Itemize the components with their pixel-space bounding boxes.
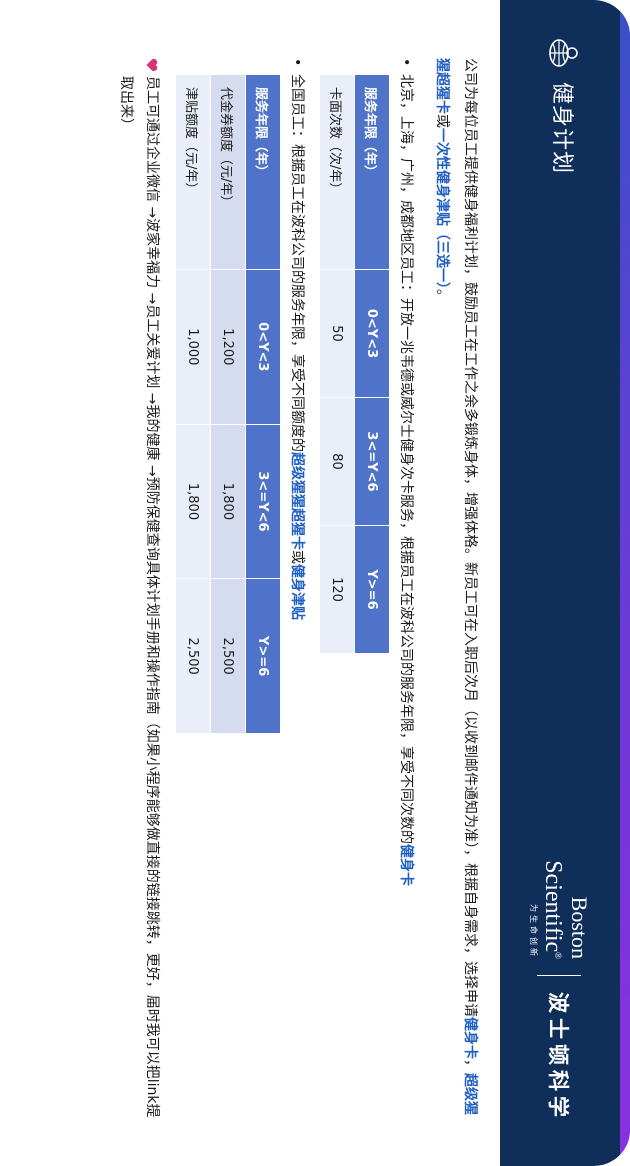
table-header-cell: Y>=6 xyxy=(245,578,281,734)
bullet-all-employees: 全国员工：根据员工在波科公司的服务年限，享受不同额度的超级猩猩超猩卡或健身津贴 xyxy=(285,58,309,1118)
fitness-card-table: 服务年限（年） 0<Y<3 3<=Y<6 Y>=6 卡面次数（次/年） 50 8… xyxy=(319,74,390,654)
header-banner: 健身计划 Boston Scientific® 为生命创新 波士顿科学 xyxy=(500,0,630,1166)
table-cell: 1,800 xyxy=(175,424,211,579)
table-header-cell: 0<Y<3 xyxy=(245,269,281,425)
table-cell: 卡面次数（次/年） xyxy=(319,74,355,270)
table-header-cell: 3<=Y<6 xyxy=(354,397,390,526)
table-cell: 2,500 xyxy=(210,578,246,734)
bullet-text: 北京，上海，广州，成都地区员工：开放一兆韦德或威尔士健身次卡服务，根据员工在波科… xyxy=(398,74,414,844)
table-header-cell: 0<Y<3 xyxy=(354,269,390,398)
intro-paragraph: 公司为每位员工提供健身福利计划，鼓励员工在工作之余多锻炼身体，增强体格。新员工可… xyxy=(428,58,484,1118)
table-cell: 1,200 xyxy=(210,269,246,425)
table-row: 代金券额度（元/年） 1,200 1,800 2,500 xyxy=(210,74,246,734)
table-cell: 1,800 xyxy=(210,424,246,579)
table-cell: 代金券额度（元/年） xyxy=(210,74,246,270)
bullet-highlight: 健身卡 xyxy=(398,844,414,886)
content: 公司为每位员工提供健身福利计划，鼓励员工在工作之余多锻炼身体，增强体格。新员工可… xyxy=(113,58,484,1118)
note-text: 员工可通过企业微信 →波家幸福力 →员工关爱计划 →我的健康 →预防保健查询具体… xyxy=(118,76,160,1118)
logo-chinese: 波士顿科学 xyxy=(546,992,570,1122)
table-cell: 80 xyxy=(319,397,355,526)
intro-end: 。 xyxy=(434,289,450,303)
intro-text: 公司为每位员工提供健身福利计划，鼓励员工在工作之余多锻炼身体，增强体格。新员工可… xyxy=(462,58,478,1017)
table-header-cell: 3<=Y<6 xyxy=(245,424,281,579)
bullet-highlight: 健身津贴 xyxy=(289,564,305,620)
logo-registered: ® xyxy=(553,952,564,959)
table-cell: 1,000 xyxy=(175,269,211,425)
table-header-cell: Y>=6 xyxy=(354,525,390,654)
intro-highlight-fitness-card: 健身卡 xyxy=(462,1017,478,1059)
company-logo: Boston Scientific® 为生命创新 波士顿科学 xyxy=(524,860,594,1122)
fitness-globe-icon xyxy=(549,39,578,67)
logo-english: Boston Scientific® 为生命创新 xyxy=(529,860,593,959)
accent-bar xyxy=(620,0,630,1166)
table-cell: 2,500 xyxy=(175,578,211,734)
bullet-highlight: 超级猩猩超猩卡 xyxy=(289,452,305,550)
logo-divider xyxy=(537,975,581,976)
logo-en-word: Scientific xyxy=(540,860,567,953)
bullet-city-employees: 北京，上海，广州，成都地区员工：开放一兆韦德或威尔士健身次卡服务，根据员工在波科… xyxy=(394,58,418,1118)
table-cell: 津贴额度（元/年） xyxy=(175,74,211,270)
table-row: 津贴额度（元/年） 1,000 1,800 2,500 xyxy=(175,74,211,734)
page-title: 健身计划 xyxy=(549,82,574,175)
intro-sep: 或 xyxy=(434,114,450,128)
logo-en-line1: Boston xyxy=(567,896,593,959)
bullet-text: 全国员工：根据员工在波科公司的服务年限，享受不同额度的 xyxy=(289,74,305,452)
intro-sep: ， xyxy=(462,1059,478,1073)
voucher-allowance-table: 服务年限（年） 0<Y<3 3<=Y<6 Y>=6 代金券额度（元/年） 1,2… xyxy=(175,74,281,734)
logo-en-line2: Scientific® xyxy=(540,860,570,959)
table-header-cell: 服务年限（年） xyxy=(354,74,390,270)
table-cell: 50 xyxy=(319,269,355,398)
table-header-cell: 服务年限（年） xyxy=(245,74,281,270)
intro-highlight-allowance: 一次性健身津贴（三选一） xyxy=(434,128,450,289)
bullet-text-mid: 或 xyxy=(289,550,305,564)
table-row: 卡面次数（次/年） 50 80 120 xyxy=(319,74,355,654)
table-header-row: 服务年限（年） 0<Y<3 3<=Y<6 Y>=6 xyxy=(245,74,281,734)
table-cell: 120 xyxy=(319,525,355,654)
note-paragraph: 员工可通过企业微信 →波家幸福力 →员工关爱计划 →我的健康 →预防保健查询具体… xyxy=(113,58,165,1118)
table-header-row: 服务年限（年） 0<Y<3 3<=Y<6 Y>=6 xyxy=(354,74,390,654)
logo-tagline: 为生命创新 xyxy=(529,904,539,959)
heart-icon xyxy=(146,58,158,72)
